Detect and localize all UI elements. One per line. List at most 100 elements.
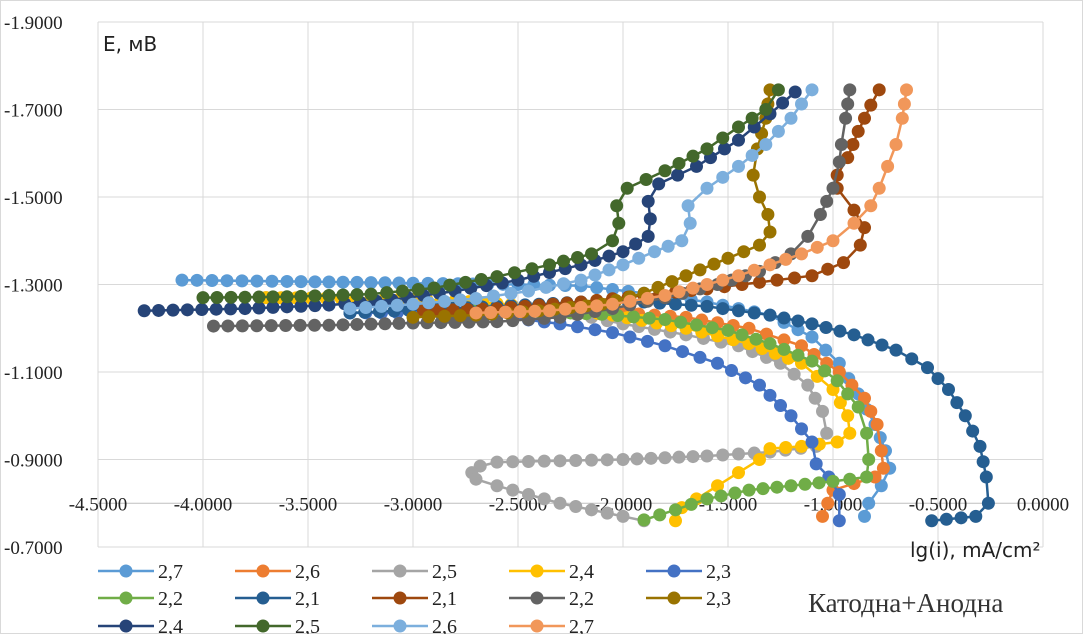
data-point: [833, 324, 847, 338]
data-point: [843, 426, 857, 440]
data-point: [791, 348, 805, 362]
data-point: [378, 317, 392, 331]
data-point: [359, 300, 373, 314]
data-point: [438, 309, 451, 323]
data-point: [364, 287, 378, 301]
data-point: [600, 453, 614, 467]
data-point: [732, 304, 745, 318]
data-point: [390, 298, 404, 312]
data-point: [627, 310, 640, 324]
series-13: [343, 83, 819, 316]
data-point: [805, 330, 819, 344]
data-point: [795, 97, 808, 111]
data-point: [427, 281, 441, 295]
data-point: [224, 290, 238, 304]
data-point: [459, 275, 472, 289]
data-point: [574, 300, 588, 314]
data-point: [522, 488, 535, 501]
legend-item: 2,7: [509, 616, 594, 634]
data-point: [641, 194, 655, 208]
legend-label: 2,6: [432, 616, 457, 634]
legend-marker: [667, 591, 681, 605]
data-point: [469, 472, 483, 486]
data-point: [732, 466, 745, 480]
data-point: [925, 514, 939, 528]
data-point: [966, 424, 980, 438]
y-tick-label: -0.7000: [4, 538, 63, 559]
data-point: [396, 284, 409, 298]
legend-item: 2,3: [646, 561, 731, 583]
data-point: [771, 83, 785, 97]
data-point: [661, 239, 675, 253]
legend-marker: [393, 564, 407, 578]
data-point: [190, 273, 204, 287]
legend-marker: [393, 591, 407, 605]
data-point: [763, 337, 777, 351]
data-point: [205, 274, 219, 287]
data-point: [606, 326, 619, 340]
x-tick-label: -4.5000: [69, 494, 128, 515]
data-point: [588, 323, 602, 337]
data-point: [644, 451, 658, 465]
data-point: [642, 311, 656, 325]
data-point: [406, 310, 420, 324]
data-point: [759, 138, 773, 151]
legend-marker: [393, 619, 407, 633]
legend-item: 2,2: [509, 588, 594, 610]
legend-label: 2,6: [295, 561, 320, 583]
data-point: [392, 316, 406, 330]
data-point: [322, 318, 336, 332]
data-point: [847, 216, 861, 230]
data-point: [749, 332, 763, 346]
legend-label: 2,2: [158, 588, 183, 610]
data-point: [658, 339, 672, 353]
legend-label: 2,7: [158, 561, 183, 583]
data-point: [716, 273, 730, 287]
data-point: [537, 454, 551, 468]
y-tick-label: -1.1000: [4, 363, 63, 384]
data-point: [784, 111, 798, 125]
data-point: [553, 454, 567, 468]
y-axis-label: E, мВ: [103, 32, 157, 56]
legend-marker: [667, 564, 681, 578]
data-point: [787, 367, 801, 381]
data-point: [669, 514, 682, 528]
legend-label: 2,7: [569, 616, 594, 634]
y-tick-label: -1.9000: [4, 13, 63, 34]
data-point: [832, 155, 846, 169]
data-point: [571, 251, 584, 265]
data-point: [235, 274, 249, 288]
data-point: [812, 476, 826, 490]
data-point: [693, 263, 707, 277]
data-point: [841, 387, 855, 401]
data-point: [679, 269, 693, 283]
data-point: [810, 240, 824, 254]
data-point: [224, 302, 238, 316]
data-point: [469, 292, 483, 305]
data-point: [322, 298, 336, 312]
data-point: [220, 274, 234, 288]
data-point: [266, 300, 280, 314]
data-point: [819, 343, 833, 357]
series-14: [469, 83, 913, 320]
y-tick-label: -1.5000: [4, 188, 63, 209]
legend-item: 2,7: [98, 561, 183, 583]
data-point: [791, 314, 805, 328]
data-point: [616, 258, 630, 272]
data-point: [676, 345, 689, 359]
data-point: [469, 306, 483, 320]
data-point: [658, 313, 672, 326]
data-point: [841, 409, 855, 423]
data-point: [590, 299, 604, 313]
data-point: [238, 302, 252, 316]
data-point: [294, 275, 308, 289]
data-point: [490, 455, 504, 469]
data-point: [745, 148, 759, 162]
legend-item: 2,3: [646, 588, 731, 610]
data-point: [816, 509, 829, 523]
data-point: [266, 290, 280, 304]
data-point: [294, 299, 308, 313]
legend-item: 2,6: [372, 616, 457, 634]
data-point: [525, 262, 539, 276]
